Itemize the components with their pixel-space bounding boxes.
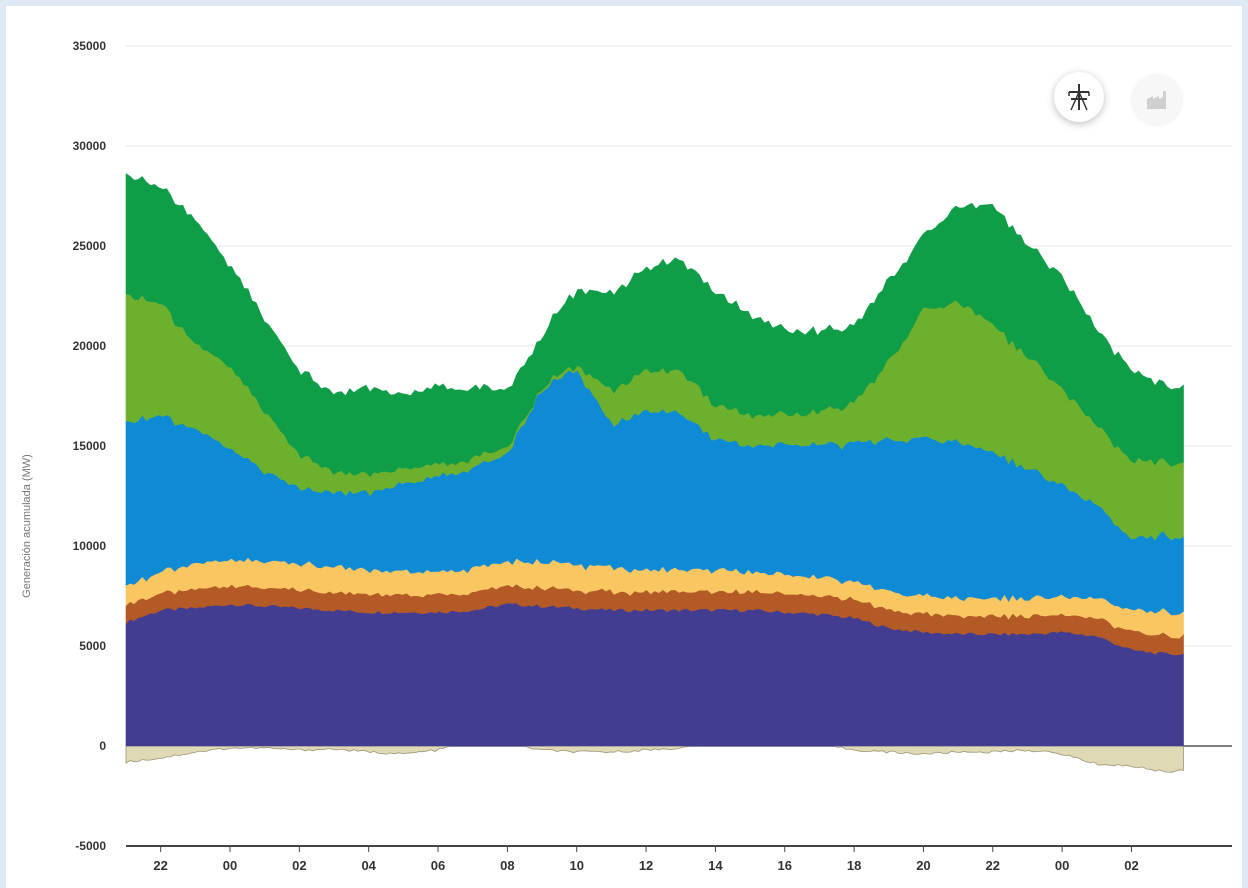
- x-tick-label: 08: [500, 858, 514, 873]
- axes: [126, 845, 1232, 852]
- x-tick-label: 16: [778, 858, 792, 873]
- x-tick-label: 22: [986, 858, 1000, 873]
- y-tick-label: 0: [99, 739, 106, 753]
- x-tick-label: 04: [361, 858, 376, 873]
- x-tick-label: 20: [916, 858, 930, 873]
- x-tick-label: 00: [1055, 858, 1069, 873]
- chart-card: 35000 30000 25000 20000 15000 10000 5000 0 -5000…: [6, 6, 1242, 888]
- power-tower-icon: [1068, 84, 1090, 111]
- area-negative: [125, 739, 1184, 773]
- y-tick-labels: 35000 30000 25000 20000 15000 10000 5000 0 -5000: [73, 39, 107, 853]
- y-tick-label: 35000: [73, 39, 107, 53]
- x-tick-label: 02: [1124, 858, 1138, 873]
- stacked-area-chart: 35000 30000 25000 20000 15000 10000 5000 0 -5000…: [21, 39, 1232, 873]
- x-tick-label: 10: [569, 858, 583, 873]
- x-tick-label: 18: [847, 858, 861, 873]
- y-axis-label: Generación acumulada (MW): [21, 454, 33, 598]
- y-tick-label: 30000: [73, 139, 107, 153]
- x-tick-label: 00: [223, 858, 237, 873]
- x-tick-label: 12: [639, 858, 653, 873]
- power-tower-button[interactable]: [1054, 72, 1104, 122]
- x-tick-label: 06: [431, 858, 445, 873]
- x-tick-label: 22: [153, 858, 167, 873]
- x-tick-labels: 22 00 02 04 06 08 10 12 14 16 18 20 22 00 02: [153, 858, 1138, 873]
- y-tick-label: 20000: [73, 339, 107, 353]
- area-series-5: [125, 173, 1184, 477]
- y-tick-label: 15000: [73, 439, 107, 453]
- y-tick-label: 25000: [73, 239, 107, 253]
- y-tick-label: 10000: [73, 539, 107, 553]
- y-tick-label: 5000: [79, 639, 106, 653]
- factory-button[interactable]: [1132, 74, 1182, 124]
- y-tick-label: -5000: [75, 839, 106, 853]
- x-tick-label: 14: [708, 858, 723, 873]
- factory-icon: [1147, 91, 1166, 109]
- x-tick-label: 02: [292, 858, 306, 873]
- area-series: [125, 173, 1184, 773]
